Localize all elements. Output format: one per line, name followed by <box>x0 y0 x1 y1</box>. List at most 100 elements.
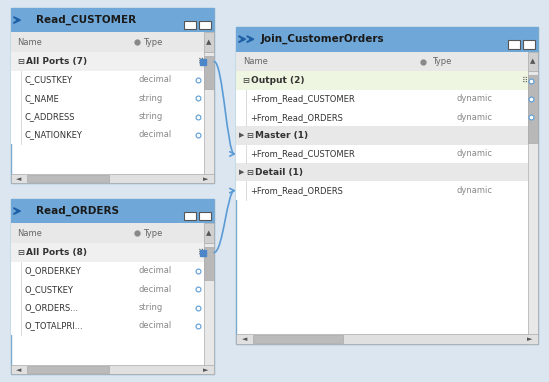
Text: Detail (1): Detail (1) <box>255 168 302 177</box>
FancyBboxPatch shape <box>204 223 214 243</box>
FancyBboxPatch shape <box>27 366 109 373</box>
Text: O_ORDERKEY: O_ORDERKEY <box>25 266 81 275</box>
Text: decimal: decimal <box>139 321 172 330</box>
Text: O_ORDERS...: O_ORDERS... <box>25 303 79 312</box>
Text: ◄: ◄ <box>16 176 22 181</box>
Text: decimal: decimal <box>139 285 172 294</box>
FancyBboxPatch shape <box>11 243 204 262</box>
FancyBboxPatch shape <box>11 71 204 89</box>
Text: decimal: decimal <box>139 130 172 139</box>
FancyBboxPatch shape <box>11 365 214 374</box>
Text: Master (1): Master (1) <box>255 131 308 140</box>
Text: dynamic: dynamic <box>457 149 492 159</box>
Text: +From_Read_CUSTOMER: +From_Read_CUSTOMER <box>250 149 355 159</box>
Text: ⊟: ⊟ <box>243 76 250 85</box>
FancyBboxPatch shape <box>204 243 214 374</box>
FancyBboxPatch shape <box>236 181 528 200</box>
Text: ⊟: ⊟ <box>246 168 253 177</box>
FancyBboxPatch shape <box>11 262 204 280</box>
FancyBboxPatch shape <box>236 108 528 126</box>
Text: ▶: ▶ <box>239 133 244 139</box>
FancyBboxPatch shape <box>11 174 214 183</box>
Text: string: string <box>139 94 163 103</box>
Text: Name: Name <box>243 57 267 66</box>
FancyBboxPatch shape <box>253 335 343 343</box>
FancyBboxPatch shape <box>528 52 538 71</box>
Text: Output (2): Output (2) <box>251 76 305 85</box>
Text: O_CUSTKEY: O_CUSTKEY <box>25 285 74 294</box>
Text: O_TOTALPRI...: O_TOTALPRI... <box>25 321 83 330</box>
Text: ⠿: ⠿ <box>522 76 528 85</box>
FancyBboxPatch shape <box>11 89 204 107</box>
Text: C_NATIONKEY: C_NATIONKEY <box>25 130 82 139</box>
Text: C_ADDRESS: C_ADDRESS <box>25 112 75 121</box>
FancyBboxPatch shape <box>11 199 214 223</box>
Text: Read_ORDERS: Read_ORDERS <box>36 206 119 216</box>
Text: All Ports (8): All Ports (8) <box>26 248 87 257</box>
Text: string: string <box>139 112 163 121</box>
Text: +From_Read_ORDERS: +From_Read_ORDERS <box>250 186 343 195</box>
FancyBboxPatch shape <box>204 32 214 52</box>
Text: decimal: decimal <box>139 75 172 84</box>
Text: ▲: ▲ <box>530 58 535 65</box>
Text: ►: ► <box>203 367 209 372</box>
FancyBboxPatch shape <box>184 212 196 220</box>
FancyBboxPatch shape <box>236 334 538 344</box>
FancyBboxPatch shape <box>11 52 204 71</box>
Text: ⊟: ⊟ <box>246 131 253 140</box>
Text: Type: Type <box>433 57 452 66</box>
FancyBboxPatch shape <box>528 75 538 143</box>
Text: Name: Name <box>18 229 42 238</box>
FancyBboxPatch shape <box>508 40 520 49</box>
FancyBboxPatch shape <box>199 212 211 220</box>
Text: Join_CustomerOrders: Join_CustomerOrders <box>261 34 384 44</box>
FancyBboxPatch shape <box>11 8 214 32</box>
Text: ▲: ▲ <box>206 230 211 236</box>
Text: C_CUSTKEY: C_CUSTKEY <box>25 75 73 84</box>
Text: All Ports (7): All Ports (7) <box>26 57 87 66</box>
FancyBboxPatch shape <box>11 107 204 126</box>
FancyBboxPatch shape <box>204 56 214 89</box>
FancyBboxPatch shape <box>236 52 538 71</box>
FancyBboxPatch shape <box>236 27 538 344</box>
Text: ⠿: ⠿ <box>198 57 204 66</box>
Text: ►: ► <box>203 176 209 181</box>
Text: string: string <box>139 303 163 312</box>
Text: ◄: ◄ <box>242 336 247 342</box>
Text: ▲: ▲ <box>206 39 211 45</box>
FancyBboxPatch shape <box>11 32 214 52</box>
FancyBboxPatch shape <box>27 175 109 182</box>
FancyBboxPatch shape <box>523 40 535 49</box>
FancyBboxPatch shape <box>11 280 204 298</box>
FancyBboxPatch shape <box>236 90 528 108</box>
Text: +From_Read_CUSTOMER: +From_Read_CUSTOMER <box>250 94 355 104</box>
FancyBboxPatch shape <box>184 21 196 29</box>
Text: dynamic: dynamic <box>457 113 492 122</box>
FancyBboxPatch shape <box>236 27 538 52</box>
Text: ►: ► <box>527 336 533 342</box>
Text: Name: Name <box>18 38 42 47</box>
Text: dynamic: dynamic <box>457 186 492 195</box>
FancyBboxPatch shape <box>236 126 528 145</box>
FancyBboxPatch shape <box>11 8 214 183</box>
FancyBboxPatch shape <box>204 52 214 183</box>
Text: Type: Type <box>143 38 163 47</box>
Text: ⠿: ⠿ <box>198 248 204 257</box>
FancyBboxPatch shape <box>11 298 204 317</box>
FancyArrowPatch shape <box>214 62 234 156</box>
Text: ◄: ◄ <box>16 367 22 372</box>
FancyBboxPatch shape <box>11 126 204 144</box>
Text: dynamic: dynamic <box>457 94 492 104</box>
Text: decimal: decimal <box>139 266 172 275</box>
Text: ▶: ▶ <box>239 169 244 175</box>
FancyBboxPatch shape <box>236 71 528 90</box>
FancyBboxPatch shape <box>236 145 528 163</box>
FancyBboxPatch shape <box>11 317 204 335</box>
FancyBboxPatch shape <box>199 21 211 29</box>
FancyArrowPatch shape <box>214 188 234 253</box>
FancyBboxPatch shape <box>528 71 538 344</box>
FancyBboxPatch shape <box>11 223 214 243</box>
FancyBboxPatch shape <box>204 247 214 280</box>
FancyBboxPatch shape <box>11 199 214 374</box>
FancyBboxPatch shape <box>236 163 528 181</box>
